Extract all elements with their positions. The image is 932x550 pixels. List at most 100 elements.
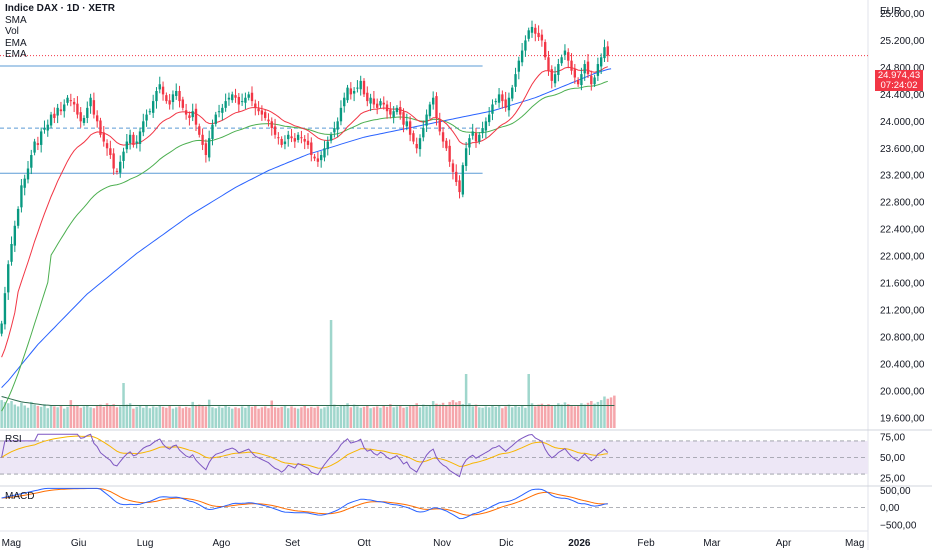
candle — [142, 113, 145, 137]
candle-body — [99, 120, 102, 135]
candle-body — [329, 134, 333, 141]
candle-body — [435, 96, 438, 118]
candle — [250, 86, 254, 107]
candle-body — [593, 77, 596, 85]
candle — [356, 80, 359, 93]
candle — [329, 132, 333, 144]
volume-bar — [333, 404, 336, 428]
volume-bar — [181, 408, 185, 428]
candle — [379, 98, 382, 109]
volume-bar — [478, 407, 481, 428]
volume-bar — [125, 404, 129, 428]
candle — [399, 100, 402, 120]
candle-body — [343, 97, 346, 107]
ema-fast-line — [1, 66, 608, 358]
candle — [194, 103, 198, 132]
legend-indicator-ema-2[interactable]: EMA — [5, 49, 27, 60]
candle — [481, 121, 484, 139]
candle — [408, 116, 412, 142]
candle — [534, 23, 537, 42]
legend-indicator-ema-1[interactable]: EMA — [5, 37, 27, 49]
legend-symbol[interactable]: Indice DAX · 1D · XETR — [5, 3, 116, 14]
volume-bar — [481, 407, 484, 428]
candle-body — [461, 165, 465, 195]
candle-body — [464, 148, 468, 166]
volume-bar — [570, 405, 573, 428]
candle — [451, 159, 455, 180]
candle-body — [530, 26, 534, 33]
candle-body — [221, 107, 224, 113]
candle — [290, 128, 293, 143]
macd-tick-label: 500,00 — [880, 486, 911, 497]
candle-body — [352, 90, 356, 94]
candle-body — [128, 134, 132, 144]
legend-indicator-sma[interactable]: SMA — [5, 14, 27, 26]
candle-body — [438, 120, 441, 132]
volume-bar — [168, 405, 171, 428]
candle — [520, 43, 524, 67]
volume-bar — [326, 406, 330, 428]
volume-bar — [408, 405, 412, 428]
candle-body — [23, 178, 26, 188]
volume-bar — [273, 407, 277, 428]
volume-bar — [46, 408, 50, 428]
macd-pane-label[interactable]: MACD — [5, 491, 35, 502]
candle-body — [603, 47, 606, 59]
candle — [547, 50, 550, 76]
candle — [540, 29, 544, 47]
candle — [224, 93, 227, 112]
volume-bar — [270, 400, 274, 428]
candle-body — [270, 121, 273, 129]
volume-bar — [603, 396, 606, 428]
candle-body — [20, 185, 23, 208]
volume-bar — [501, 408, 504, 428]
volume-bar — [33, 404, 36, 428]
volume-bar — [300, 407, 303, 428]
candle — [92, 92, 96, 119]
candle-body — [590, 75, 593, 85]
x-month-label: Set — [285, 538, 300, 549]
volume-bar — [280, 406, 283, 428]
candle — [352, 87, 356, 102]
volume-bar — [425, 406, 428, 428]
volume-bar — [62, 408, 66, 428]
volume-bar — [586, 402, 590, 428]
candle-body — [425, 114, 428, 126]
candle — [461, 162, 465, 198]
candle-body — [547, 57, 550, 71]
candle — [165, 92, 168, 104]
candle — [244, 92, 247, 110]
x-month-label: Dic — [499, 538, 513, 549]
volume-bar — [171, 408, 175, 428]
last-price-tag: 24.974,43 07:24:02 — [875, 70, 923, 91]
candle — [596, 57, 600, 82]
rsi-pane-label[interactable]: RSI — [5, 434, 22, 445]
candle — [300, 130, 303, 144]
candle — [474, 127, 478, 148]
candle-body — [273, 126, 277, 135]
candle — [53, 107, 56, 124]
candle-body — [214, 114, 217, 124]
candle — [135, 135, 138, 149]
candle — [418, 134, 422, 157]
y-tick-label: 24.800,00 — [880, 63, 925, 74]
candle — [366, 86, 369, 107]
volume-bar — [428, 405, 432, 428]
currency-label[interactable]: EUR — [880, 6, 902, 17]
candle — [484, 117, 488, 139]
candle-body — [415, 143, 418, 149]
volume-bar — [504, 406, 507, 428]
candle — [590, 70, 593, 91]
candle-body — [201, 134, 204, 145]
candle — [201, 128, 204, 151]
candle — [231, 91, 234, 103]
volume-bar — [339, 405, 343, 428]
candle-body — [487, 114, 491, 123]
candle-body — [254, 103, 257, 108]
legend-indicator-vol[interactable]: Vol — [5, 26, 19, 37]
volume-bar — [596, 401, 600, 428]
candle — [464, 141, 468, 172]
candle-body — [198, 126, 201, 135]
